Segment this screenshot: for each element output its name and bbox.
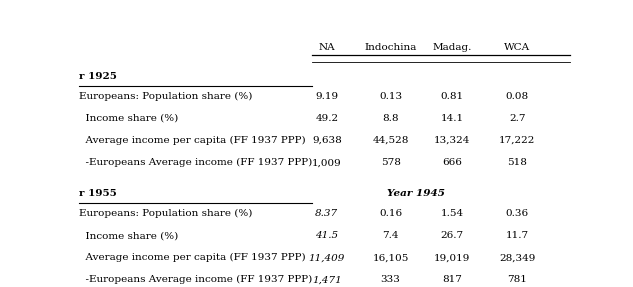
Text: 1,009: 1,009 [312, 158, 342, 167]
Text: 11.7: 11.7 [506, 231, 529, 240]
Text: 518: 518 [507, 158, 527, 167]
Text: 26.7: 26.7 [441, 231, 463, 240]
Text: 49.2: 49.2 [315, 114, 339, 123]
Text: 44,528: 44,528 [372, 136, 409, 145]
Text: Income share (%): Income share (%) [79, 114, 179, 123]
Text: Average income per capita (FF 1937 PPP): Average income per capita (FF 1937 PPP) [79, 136, 306, 145]
Text: Europeans: Population share (%): Europeans: Population share (%) [79, 92, 253, 101]
Text: 781: 781 [507, 275, 527, 284]
Text: r 1955: r 1955 [79, 189, 117, 198]
Text: 14.1: 14.1 [441, 114, 463, 123]
Text: Average income per capita (FF 1937 PPP): Average income per capita (FF 1937 PPP) [79, 253, 306, 262]
Text: Europeans: Population share (%): Europeans: Population share (%) [79, 209, 253, 218]
Text: WCA: WCA [504, 43, 530, 52]
Text: 8.37: 8.37 [315, 209, 339, 218]
Text: 9,638: 9,638 [312, 136, 342, 145]
Text: 0.16: 0.16 [379, 209, 402, 218]
Text: 333: 333 [380, 275, 401, 284]
Text: 817: 817 [442, 275, 462, 284]
Text: 41.5: 41.5 [315, 231, 339, 240]
Text: 0.08: 0.08 [506, 92, 529, 101]
Text: 666: 666 [442, 158, 462, 167]
Text: Year 1945: Year 1945 [387, 189, 446, 198]
Text: 9.19: 9.19 [315, 92, 339, 101]
Text: 8.8: 8.8 [382, 114, 399, 123]
Text: 2.7: 2.7 [509, 114, 525, 123]
Text: 578: 578 [380, 158, 401, 167]
Text: 0.81: 0.81 [441, 92, 463, 101]
Text: 1,471: 1,471 [312, 275, 342, 284]
Text: -Europeans Average income (FF 1937 PPP): -Europeans Average income (FF 1937 PPP) [79, 158, 312, 167]
Text: 19,019: 19,019 [434, 253, 470, 262]
Text: 17,222: 17,222 [499, 136, 536, 145]
Text: NA: NA [318, 43, 335, 52]
Text: 16,105: 16,105 [372, 253, 409, 262]
Text: 11,409: 11,409 [309, 253, 345, 262]
Text: 28,349: 28,349 [499, 253, 536, 262]
Text: 0.36: 0.36 [506, 209, 529, 218]
Text: 13,324: 13,324 [434, 136, 470, 145]
Text: -Europeans Average income (FF 1937 PPP): -Europeans Average income (FF 1937 PPP) [79, 275, 312, 284]
Text: 1.54: 1.54 [441, 209, 463, 218]
Text: Income share (%): Income share (%) [79, 231, 179, 240]
Text: 0.13: 0.13 [379, 92, 402, 101]
Text: Madag.: Madag. [432, 43, 472, 52]
Text: Indochina: Indochina [365, 43, 417, 52]
Text: r 1925: r 1925 [79, 72, 117, 81]
Text: 7.4: 7.4 [382, 231, 399, 240]
